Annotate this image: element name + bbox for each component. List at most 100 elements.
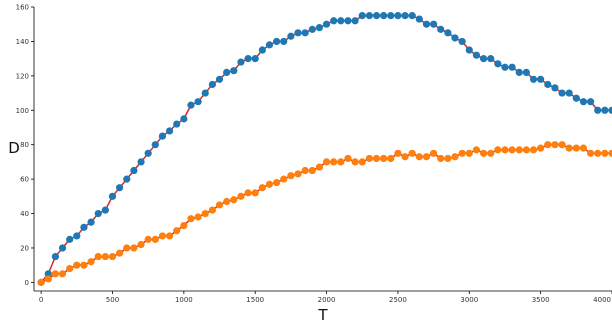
data-point: [51, 270, 60, 278]
data-point: [165, 127, 174, 135]
data-point: [301, 29, 309, 37]
data-point: [387, 12, 395, 20]
data-point: [66, 265, 74, 273]
data-point: [472, 146, 481, 154]
data-point: [130, 244, 138, 252]
data-point: [508, 146, 516, 154]
data-point: [144, 235, 152, 243]
data-point: [515, 146, 523, 154]
data-point: [337, 17, 345, 25]
data-point: [201, 89, 209, 97]
data-point: [180, 115, 188, 123]
data-point: [594, 149, 602, 157]
data-point: [187, 215, 195, 223]
data-point: [123, 175, 131, 183]
data-point: [401, 12, 409, 20]
data-point: [601, 106, 609, 114]
data-point: [73, 261, 81, 269]
data-point: [330, 158, 338, 166]
data-point: [230, 67, 238, 75]
data-point: [244, 55, 252, 63]
y-tick-label: 160: [16, 4, 29, 12]
data-point: [537, 144, 545, 152]
data-point: [51, 252, 60, 261]
x-tick-label: 1000: [175, 296, 193, 304]
data-point: [101, 252, 109, 261]
data-point: [80, 223, 88, 231]
data-point: [251, 55, 259, 63]
data-point: [387, 154, 395, 163]
data-point: [594, 106, 602, 114]
data-point: [394, 12, 402, 20]
data-point: [230, 196, 238, 204]
data-point: [529, 75, 538, 83]
data-point: [87, 218, 95, 226]
data-point: [558, 89, 566, 97]
data-point: [165, 232, 174, 240]
data-point: [315, 24, 324, 32]
data-point: [465, 46, 473, 54]
data-point: [265, 180, 274, 188]
data-point: [501, 63, 509, 71]
data-point: [58, 270, 67, 278]
x-axis-title: T: [317, 306, 328, 322]
data-point: [586, 149, 595, 157]
data-point: [301, 166, 309, 175]
data-point: [572, 144, 580, 152]
data-point: [315, 163, 324, 171]
data-point: [123, 244, 131, 252]
data-point: [444, 29, 452, 37]
data-point: [37, 278, 45, 286]
y-tick-label: 140: [16, 38, 29, 46]
x-tick-label: 500: [106, 296, 119, 304]
data-point: [365, 12, 373, 20]
data-point: [601, 149, 609, 157]
data-point: [608, 106, 612, 114]
data-point: [273, 178, 281, 187]
data-point: [529, 146, 538, 154]
data-point: [258, 184, 266, 192]
data-point: [251, 189, 259, 197]
data-point: [487, 149, 495, 157]
data-point: [44, 275, 52, 283]
data-point: [586, 98, 595, 106]
data-point: [451, 34, 459, 42]
y-tick-label: 0: [25, 279, 29, 287]
data-point: [130, 166, 138, 175]
data-point: [44, 270, 52, 278]
data-point: [380, 12, 388, 20]
data-point: [194, 213, 202, 221]
data-point: [479, 55, 488, 63]
data-point: [173, 227, 181, 235]
data-point: [537, 75, 545, 83]
data-point: [372, 12, 381, 20]
data-point: [308, 166, 316, 175]
data-point: [208, 206, 216, 214]
data-point: [522, 68, 530, 77]
data-point: [287, 172, 295, 180]
data-point: [572, 94, 580, 102]
y-tick-label: 20: [20, 244, 29, 252]
data-point: [494, 146, 502, 154]
data-point: [358, 158, 366, 166]
data-point: [116, 249, 124, 257]
x-tick-label: 3000: [460, 296, 478, 304]
data-point: [258, 46, 266, 54]
x-tick-label: 3500: [532, 296, 550, 304]
data-point: [579, 144, 588, 152]
data-point: [223, 197, 231, 206]
data-point: [101, 206, 109, 214]
data-point: [351, 158, 359, 166]
data-point: [187, 101, 195, 109]
data-point: [108, 192, 117, 200]
data-point: [273, 37, 281, 46]
y-tick-label: 100: [16, 107, 29, 115]
data-point: [137, 240, 145, 249]
data-point: [244, 189, 252, 197]
data-point: [237, 58, 245, 66]
data-point: [265, 41, 274, 49]
data-point: [565, 144, 573, 152]
data-point: [158, 232, 167, 240]
data-point: [551, 141, 559, 149]
data-point: [501, 146, 509, 154]
